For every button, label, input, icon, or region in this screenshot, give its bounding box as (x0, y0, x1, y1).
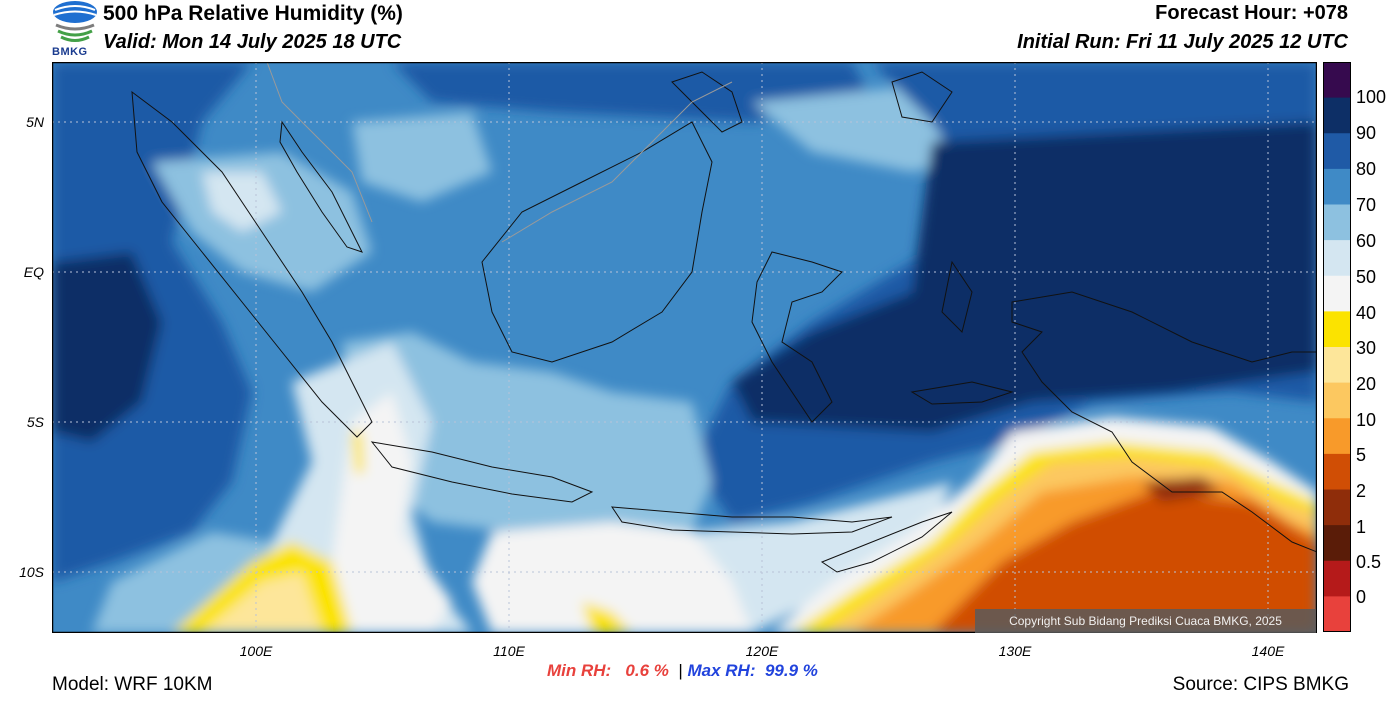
colorbar-label: 10 (1356, 410, 1377, 430)
valid-time: Valid: Mon 14 July 2025 18 UTC (103, 31, 402, 53)
colorbar-segment (1323, 240, 1351, 277)
coastlines (131, 71, 1317, 573)
colorbar-label: 2 (1356, 481, 1367, 501)
colorbar-segment (1323, 453, 1351, 490)
max-rh-value: 99.9 % (764, 661, 818, 680)
initial-run: Initial Run: Fri 11 July 2025 12 UTC (1017, 31, 1348, 53)
colorbar-label: 90 (1356, 123, 1377, 143)
lat-label-5n: 5N (26, 114, 44, 130)
colorbar-segment (1323, 97, 1351, 134)
map-title: 500 hPa Relative Humidity (%) (103, 2, 403, 25)
copyright-notice: Copyright Sub Bidang Prediksi Cuaca BMKG… (975, 609, 1316, 633)
source-info: Source: CIPS BMKG (1172, 674, 1349, 695)
min-rh-label: Min RH: (547, 661, 612, 680)
colorbar-segment (1323, 525, 1351, 562)
lon-label-110e: 110E (493, 643, 525, 659)
colorbar-segment (1323, 311, 1351, 348)
lat-label-eq: EQ (23, 264, 44, 280)
colorbar-label: 1 (1356, 517, 1367, 537)
colorbar-label: 40 (1356, 303, 1377, 323)
stats-separator: | (678, 661, 683, 680)
lon-label-130e: 130E (998, 643, 1032, 659)
colorbar-segment (1323, 560, 1351, 597)
bmkg-logo (53, 1, 97, 42)
colorbar-label: 0 (1356, 587, 1367, 607)
colorbar-border (1323, 62, 1351, 632)
graticule (52, 62, 1317, 633)
colorbar-segment (1323, 347, 1351, 384)
colorbar-label: 5 (1356, 445, 1367, 465)
max-rh-label: Max RH: (687, 661, 756, 680)
lat-label-10s: 10S (19, 564, 44, 580)
lon-label-120e: 120E (745, 643, 779, 659)
colorbar-segment (1323, 418, 1351, 455)
colorbar-segment (1323, 275, 1351, 312)
humidity-map (52, 62, 1317, 633)
colorbar-label: 20 (1356, 374, 1377, 394)
colorbar-label: 50 (1356, 267, 1377, 287)
colorbar-label: 30 (1356, 338, 1377, 358)
lat-label-5s: 5S (26, 414, 44, 430)
colorbar-segment (1323, 204, 1351, 241)
colorbar-segment (1323, 62, 1351, 99)
colorbar-segment (1323, 168, 1351, 205)
logo-text: BMKG (52, 46, 88, 58)
humidity-field (52, 62, 1317, 633)
colorbar-segment (1323, 596, 1351, 632)
colorbar-label: 80 (1356, 159, 1377, 179)
colorbar-segment (1323, 133, 1351, 170)
colorbar-segment (1323, 382, 1351, 419)
forecast-hour: Forecast Hour: +078 (1155, 2, 1348, 24)
colorbar-label: 60 (1356, 231, 1377, 251)
colorbar-label: 100 (1356, 87, 1387, 107)
min-rh-value: 0.6 % (625, 661, 669, 680)
colorbar-label: 0.5 (1356, 552, 1382, 572)
colorbar (1323, 62, 1351, 632)
lon-label-140e: 140E (1251, 643, 1285, 659)
colorbar-segment (1323, 489, 1351, 526)
colorbar-label: 70 (1356, 195, 1377, 215)
model-info: Model: WRF 10KM (52, 674, 213, 695)
rh-stats: Min RH: 0.6 % | Max RH: 99.9 % (547, 661, 818, 681)
lon-label-100e: 100E (239, 643, 273, 659)
borders (266, 62, 733, 243)
